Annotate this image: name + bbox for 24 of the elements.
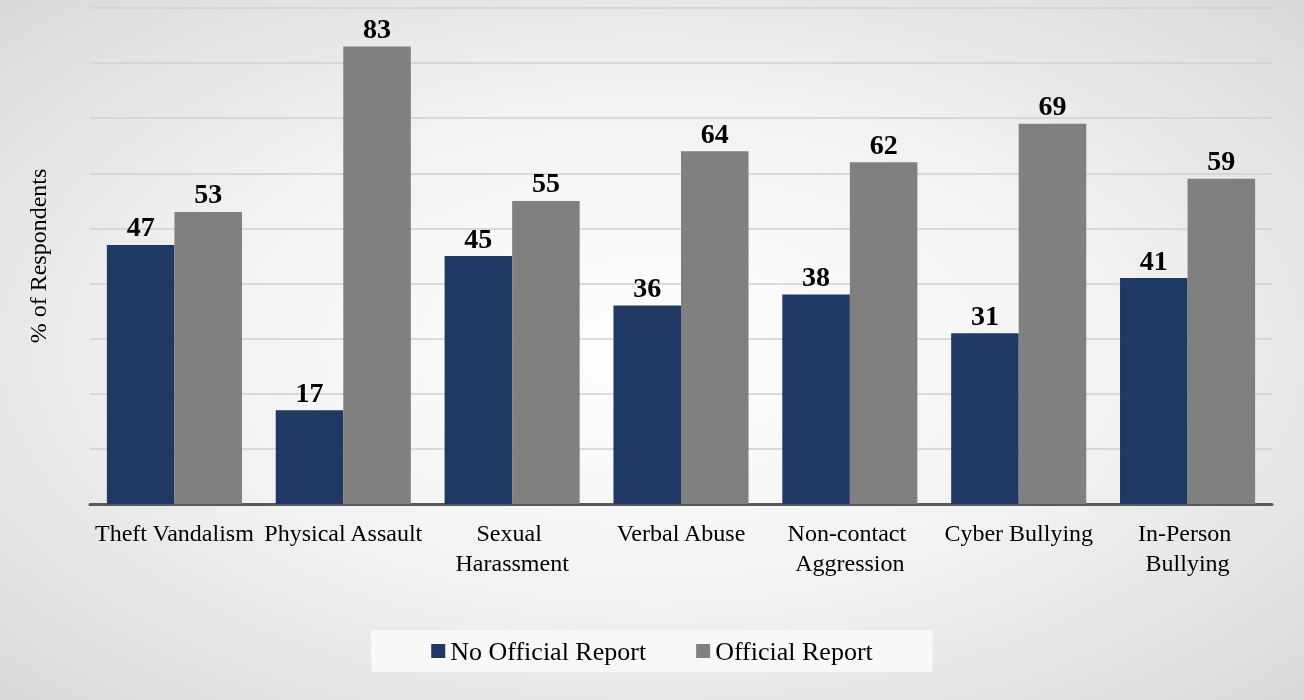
legend-label: Official Report: [715, 636, 874, 666]
data-label: 45: [464, 222, 493, 254]
x-tick-label: Verbal Abuse: [616, 520, 746, 546]
data-label: 64: [700, 117, 729, 149]
data-label: 31: [970, 299, 999, 331]
data-label: 17: [295, 376, 324, 408]
data-label: 69: [1038, 90, 1067, 122]
x-tick-label: In-Person Bullying: [1137, 520, 1238, 576]
data-label: 41: [1139, 244, 1168, 276]
x-tick-label: Theft Vandalism: [95, 520, 255, 546]
x-tick-label: Sexual Harassment: [455, 520, 570, 576]
data-label: 47: [126, 211, 155, 243]
x-tick-label: Physical Assault: [264, 520, 423, 546]
data-label: 53: [194, 178, 223, 210]
data-label: 83: [363, 13, 392, 45]
data-label: 38: [802, 261, 831, 293]
data-label: 59: [1207, 145, 1236, 177]
data-label: 36: [633, 272, 662, 304]
x-tick-label: Non-contact Aggression: [787, 520, 913, 576]
data-label: 55: [531, 167, 560, 199]
legend-label: No Official Report: [450, 636, 647, 666]
x-tick-label: Cyber Bullying: [944, 520, 1094, 546]
data-label: 62: [869, 128, 898, 160]
y-axis-title: % of Respondents: [25, 168, 51, 344]
